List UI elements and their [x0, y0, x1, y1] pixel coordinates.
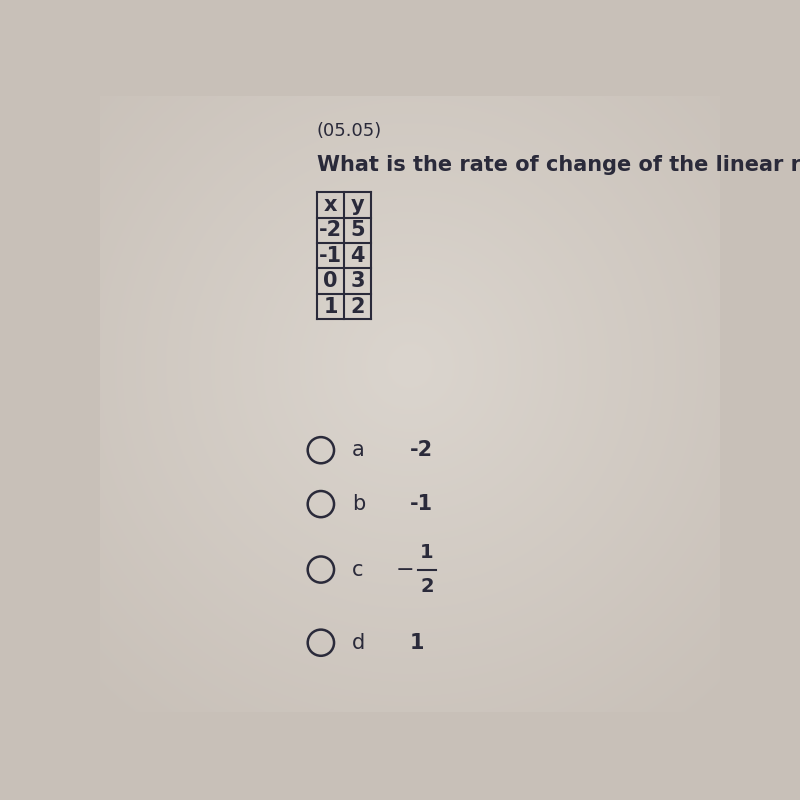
Text: b: b [352, 494, 365, 514]
Text: What is the rate of change of the linear r: What is the rate of change of the linear… [317, 155, 800, 175]
Text: 3: 3 [350, 271, 365, 291]
Text: 2: 2 [350, 297, 365, 317]
Text: c: c [352, 559, 363, 579]
Text: 1: 1 [323, 297, 338, 317]
Text: 0: 0 [323, 271, 338, 291]
Text: 2: 2 [420, 577, 434, 596]
Text: -1: -1 [319, 246, 342, 266]
Text: 5: 5 [350, 220, 365, 240]
Text: 1: 1 [410, 633, 425, 653]
Text: y: y [351, 195, 365, 215]
Text: -2: -2 [319, 220, 342, 240]
Text: -1: -1 [410, 494, 433, 514]
Text: -2: -2 [410, 440, 433, 460]
Text: 1: 1 [420, 543, 434, 562]
Text: a: a [352, 440, 365, 460]
Text: x: x [324, 195, 338, 215]
Text: −: − [395, 559, 414, 579]
Text: 4: 4 [350, 246, 365, 266]
Text: d: d [352, 633, 365, 653]
Text: (05.05): (05.05) [317, 122, 382, 140]
